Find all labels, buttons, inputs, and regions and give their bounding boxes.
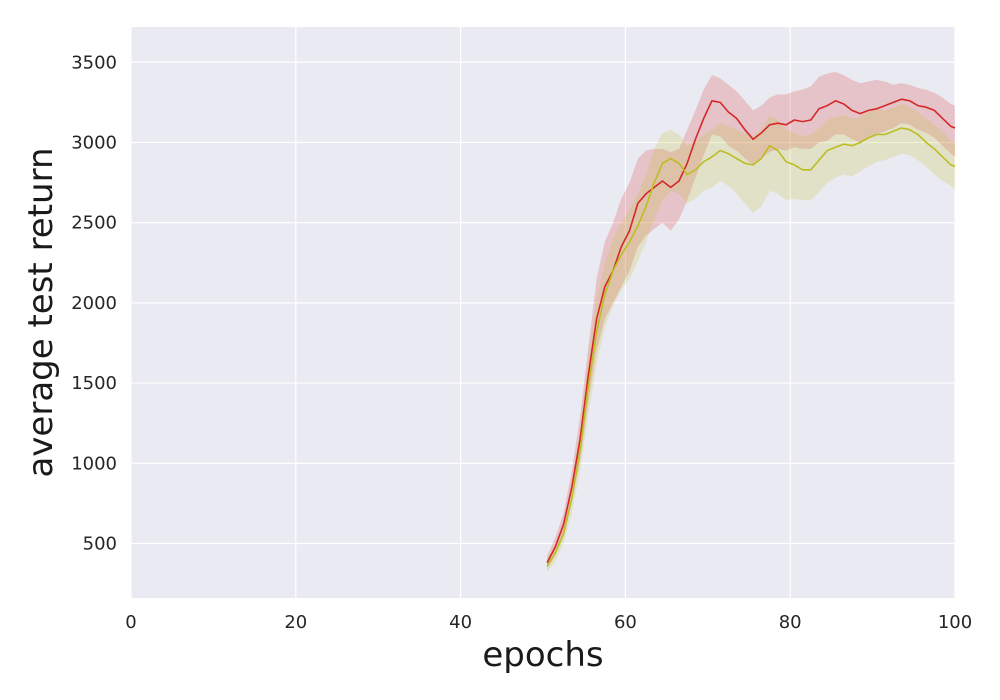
x-tick-label: 20 xyxy=(284,612,307,633)
y-tick-label: 2500 xyxy=(71,213,117,234)
y-tick-label: 3500 xyxy=(71,52,117,73)
y-tick-labels: 500 1000 1500 2000 2500 3000 3500 xyxy=(71,52,117,554)
plot-area xyxy=(131,27,955,598)
y-tick-label: 3000 xyxy=(71,132,117,153)
x-tick-label: 80 xyxy=(779,612,802,633)
series-lines xyxy=(546,98,956,567)
x-tick-label: 60 xyxy=(614,612,637,633)
y-tick-label: 2000 xyxy=(71,293,117,314)
series-2-band xyxy=(547,104,955,573)
x-axis-label: epochs xyxy=(482,635,603,675)
y-axis-label: average test return xyxy=(21,147,61,477)
series-1-line xyxy=(546,98,956,564)
x-tick-labels: 0 20 40 60 80 100 xyxy=(125,612,972,633)
x-tick-label: 40 xyxy=(449,612,472,633)
y-tick-label: 1000 xyxy=(71,453,117,474)
x-tick-label: 0 xyxy=(125,612,136,633)
grid-lines xyxy=(130,27,956,598)
y-tick-label: 500 xyxy=(83,533,117,554)
y-tick-label: 1500 xyxy=(71,373,117,394)
series-2-line xyxy=(546,127,956,567)
x-tick-label: 100 xyxy=(938,612,972,633)
